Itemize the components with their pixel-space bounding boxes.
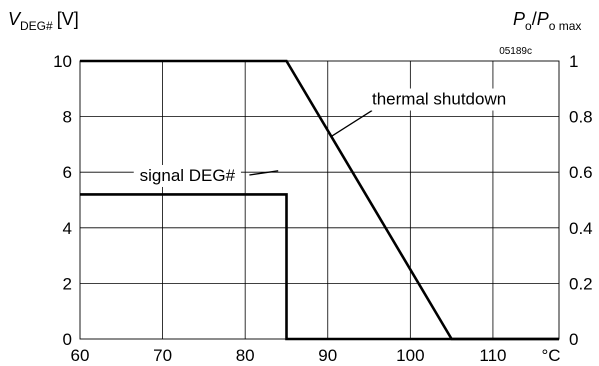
y-right-tick-label: 0.8 [569,108,593,127]
x-tick-label: 90 [318,346,337,365]
x-tick-label: 110 [479,346,506,365]
series-label-thermal-shutdown: thermal shutdown [372,90,506,109]
y-left-tick-label: 0 [63,330,72,349]
right-axis-title: Po/Po max [513,9,581,33]
right-axis-title-den-sub: o max [549,19,582,33]
leader-line-thermal-shutdown [331,109,373,137]
y-right-tick-label: 1 [569,52,578,71]
right-axis-title-sep: / [532,9,537,29]
left-axis-title: VDEG# [V] [8,9,79,33]
series-label-bg [370,88,524,111]
y-left-tick-label: 8 [63,108,72,127]
figure-code: 05189c [499,46,532,57]
series-line-signal-deg [80,193,559,341]
series-label-signal-deg: signal DEG# [140,166,236,185]
y-right-tick-label: 0.2 [569,274,593,293]
y-left-tick-label: 6 [63,163,72,182]
y-right-tick-label: 0 [569,330,578,349]
left-axis-title-sub: DEG# [20,19,53,33]
x-tick-label: 80 [236,346,255,365]
y-left-tick-label: 2 [63,274,72,293]
y-right-tick-label: 0.6 [569,163,593,182]
annotation-layer: thermal shutdown signal DEG# [133,88,524,187]
series-layer [80,59,559,341]
x-tick-label: 60 [71,346,90,365]
right-axis-title-num-sub: o [525,19,532,33]
leader-line-signal-deg [249,170,279,176]
y-left-tick-label: 10 [53,52,72,71]
left-axis-title-main: V [8,9,22,29]
right-axis-title-num-main: P [513,9,525,29]
series-label-bg [133,164,241,187]
right-axis-title-den-main: P [537,9,549,29]
x-tick-label: 70 [153,346,172,365]
y-right-tick-label: 0.4 [569,219,593,238]
x-tick-label: 100 [396,346,424,365]
x-axis-unit-label: °C [541,346,560,365]
y-left-tick-label: 4 [63,219,72,238]
left-axis-title-unit: [V] [57,9,79,29]
